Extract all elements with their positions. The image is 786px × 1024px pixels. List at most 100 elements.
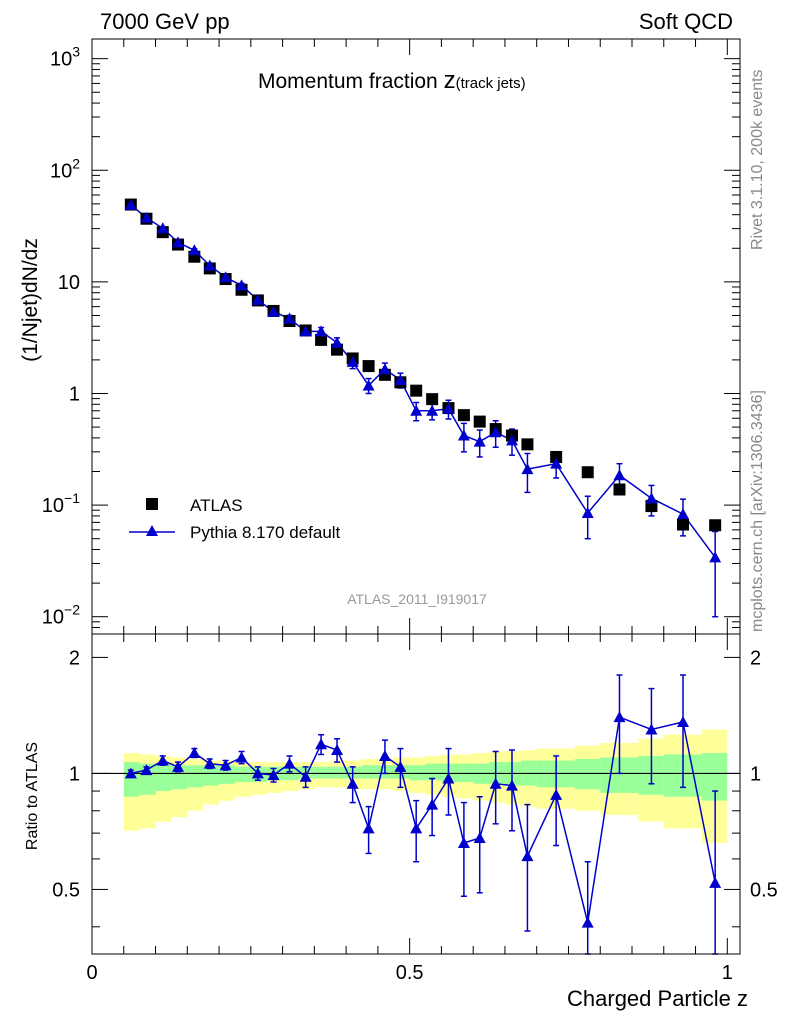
- ratio-ytick-label-right: 2: [750, 647, 761, 669]
- ratio-point: [581, 916, 594, 928]
- ratio-frame: [91, 633, 741, 955]
- pythia-point: [267, 305, 280, 317]
- main-ytick-label: 1: [69, 383, 80, 405]
- main-ytick-label: 10−1: [42, 490, 80, 517]
- ratio-point: [394, 760, 407, 772]
- ratio-point: [251, 767, 264, 779]
- pythia-point: [362, 379, 375, 391]
- atlas-point: [473, 415, 486, 428]
- header-left: 7000 GeV pp: [100, 9, 230, 34]
- x-axis-label: Charged Particle z: [567, 986, 748, 1011]
- ratio-xtick-label: 1: [722, 962, 733, 984]
- ratio-tick-labels: 0.5 0.5 1 1 2 2 0 0.5 1: [52, 647, 778, 984]
- ratio-point: [442, 772, 455, 784]
- pythia-point: [550, 457, 563, 469]
- atlas-point: [410, 384, 423, 397]
- ratio-point: [645, 723, 658, 735]
- main-ytick-label: 102: [50, 155, 80, 182]
- ratio-band-inner: [314, 766, 331, 779]
- analysis-label: ATLAS_2011_I919017: [347, 591, 487, 607]
- main-ytick-label: 10−2: [42, 602, 80, 629]
- main-title-subscript: (track jets): [456, 75, 526, 92]
- main-data-layer: [124, 198, 722, 618]
- rivet-label: Rivet 3.1.10, 200k events: [749, 69, 766, 250]
- ratio-band-inner: [409, 765, 426, 781]
- ratio-point: [362, 822, 375, 834]
- pythia-point: [489, 426, 502, 438]
- ratio-point: [378, 749, 391, 761]
- main-ytick-base: 1: [69, 383, 80, 405]
- ratio-band-inner: [187, 765, 204, 788]
- ratio-band-inner: [155, 763, 172, 792]
- pythia-point: [251, 293, 264, 305]
- pythia-point: [315, 325, 328, 337]
- atlas-point: [709, 519, 722, 532]
- ratio-point: [315, 738, 328, 750]
- ratio-point: [267, 769, 280, 781]
- main-ytick-exp: −1: [64, 490, 80, 506]
- pythia-point: [394, 374, 407, 386]
- pythia-point: [378, 363, 391, 375]
- pythia-point: [188, 244, 201, 256]
- ratio-point: [473, 831, 486, 843]
- ratio-ytick-label: 2: [69, 647, 80, 669]
- main-title-text: Momentum fraction: [258, 70, 438, 93]
- ratio-point: [709, 876, 722, 888]
- header-right: Soft QCD: [639, 9, 733, 34]
- atlas-point: [581, 466, 594, 479]
- ratio-ytick-label: 0.5: [52, 879, 80, 901]
- ratio-point: [410, 822, 423, 834]
- atlas-point: [457, 409, 470, 422]
- main-ytick-base: 10: [58, 272, 80, 294]
- pythia-point: [140, 211, 153, 223]
- pythia-point: [426, 404, 439, 416]
- main-ytick-exp: −2: [64, 602, 80, 618]
- main-ytick-base: 10: [42, 495, 64, 517]
- main-ytick-base: 10: [50, 160, 72, 182]
- ratio-ytick-label-right: 0.5: [750, 879, 778, 901]
- ratio-ytick-label-right: 1: [750, 763, 761, 785]
- main-ytick-exp: 2: [72, 155, 80, 171]
- ratio-point: [219, 759, 232, 771]
- pythia-point: [521, 463, 534, 475]
- ratio-panel: 0.5 0.5 1 1 2 2 0 0.5 1 Ratio to ATLAS Charged P…: [24, 633, 778, 1011]
- atlas-point: [426, 393, 439, 406]
- atlas-point: [550, 450, 563, 463]
- ratio-xtick-label: 0: [86, 962, 97, 984]
- ratio-point: [505, 779, 518, 791]
- ratio-axis-ticks: [91, 634, 740, 954]
- pythia-point: [346, 355, 359, 367]
- atlas-point: [315, 333, 328, 346]
- pythia-point: [235, 279, 248, 291]
- legend-atlas-label: ATLAS: [190, 496, 243, 515]
- pythia-point: [645, 492, 658, 504]
- pythia-point: [156, 222, 169, 234]
- ratio-point: [299, 770, 312, 782]
- ratio-band-inner: [362, 765, 378, 779]
- pythia-point: [442, 402, 455, 414]
- ratio-point: [457, 836, 470, 848]
- pythia-point: [581, 506, 594, 518]
- pythia-point: [677, 508, 690, 520]
- main-title-symbol: z: [444, 67, 456, 94]
- pythia-point: [709, 551, 722, 563]
- legend: ATLAS Pythia 8.170 default: [129, 496, 341, 542]
- ratio-y-axis-label: Ratio to ATLAS: [24, 742, 41, 850]
- ratio-point: [677, 715, 690, 727]
- main-title: Momentum fraction z(track jets): [258, 67, 526, 94]
- ratio-point: [346, 777, 359, 789]
- pythia-point: [172, 236, 185, 248]
- ratio-band-inner: [346, 766, 362, 779]
- main-ytick-label: 103: [50, 44, 80, 71]
- pythia-point: [124, 198, 137, 210]
- ratio-point: [172, 760, 185, 772]
- ratio-point: [156, 754, 169, 766]
- legend-pythia-label: Pythia 8.170 default: [190, 523, 341, 542]
- mcplots-label: mcplots.cern.ch [arXiv:1306.3436]: [749, 390, 766, 632]
- pythia-point: [410, 404, 423, 416]
- ratio-point: [235, 751, 248, 763]
- legend-atlas-marker: [146, 498, 158, 510]
- ratio-point: [489, 777, 502, 789]
